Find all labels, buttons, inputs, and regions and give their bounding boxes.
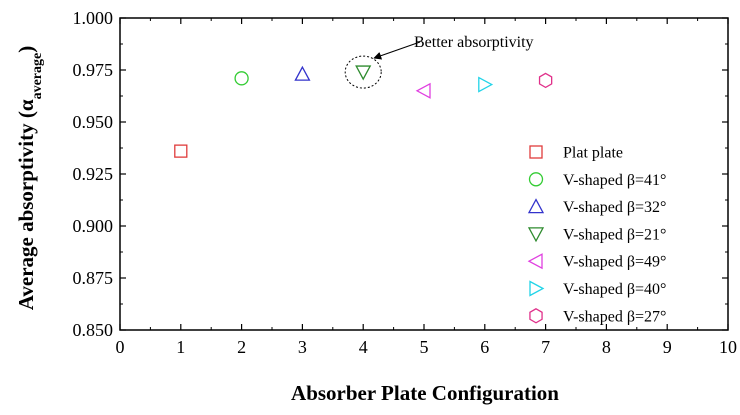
- data-point-1: [174, 144, 188, 158]
- x-tick-label: 7: [541, 337, 550, 357]
- y-tick-label: 1.000: [73, 8, 114, 28]
- annotation-label: Better absorptivity: [414, 34, 534, 51]
- data-point-3: [294, 65, 311, 81]
- legend-label-6: V-shaped β=40°: [563, 281, 666, 298]
- legend-label-4: V-shaped β=21°: [563, 226, 666, 243]
- y-tick-label: 0.975: [73, 60, 114, 80]
- legend-marker-5: [527, 253, 543, 270]
- x-axis-title: Absorber Plate Configuration: [291, 381, 559, 405]
- y-tick-label: 0.925: [73, 164, 114, 184]
- annotation-arrow: [373, 41, 421, 60]
- y-axis-title: Average absorptivity (αaverage): [14, 46, 45, 310]
- y-tick-label: 0.950: [73, 112, 114, 132]
- x-tick-label: 6: [480, 337, 489, 357]
- legend-label-7: V-shaped β=27°: [563, 308, 666, 325]
- y-tick-label: 0.900: [73, 216, 114, 236]
- x-tick-label: 3: [298, 337, 307, 357]
- annotation: Better absorptivity: [344, 34, 534, 89]
- x-tick-label: 8: [602, 337, 611, 357]
- legend-marker-2: [528, 172, 544, 187]
- x-tick-label: 10: [719, 337, 737, 357]
- x-tick-label: 1: [176, 337, 185, 357]
- legend: Plat plate V-shaped β=41° V-shaped β=32° V-…: [527, 145, 666, 325]
- x-axis: 0 1 2 3 4 5 6 7 8 9 10: [116, 18, 737, 357]
- x-tick-label: 0: [116, 337, 125, 357]
- annotation-circle: [344, 55, 382, 89]
- x-tick-label: 9: [663, 337, 672, 357]
- legend-marker-6: [529, 280, 545, 297]
- legend-label-5: V-shaped β=49°: [563, 254, 666, 271]
- x-tick-label: 5: [420, 337, 429, 357]
- data-point-5: [415, 82, 431, 99]
- data-points: [174, 65, 553, 158]
- data-point-4: [355, 65, 372, 81]
- data-point-2: [234, 71, 249, 86]
- data-point-6: [478, 76, 494, 93]
- legend-label-1: Plat plate: [563, 145, 623, 162]
- x-tick-label: 2: [237, 337, 246, 357]
- legend-marker-1: [529, 145, 543, 159]
- legend-marker-7: [529, 308, 543, 324]
- y-tick-label: 0.850: [73, 320, 114, 340]
- y-tick-label: 0.875: [73, 268, 114, 288]
- y-axis: 0.850 0.875 0.900 0.925 0.950 0.975 1.000: [73, 8, 728, 340]
- x-tick-label: 4: [359, 337, 368, 357]
- legend-label-2: V-shaped β=41°: [563, 172, 666, 189]
- legend-label-3: V-shaped β=32°: [563, 199, 666, 216]
- data-point-7: [538, 72, 553, 89]
- legend-marker-3: [527, 198, 545, 214]
- legend-marker-4: [527, 227, 545, 243]
